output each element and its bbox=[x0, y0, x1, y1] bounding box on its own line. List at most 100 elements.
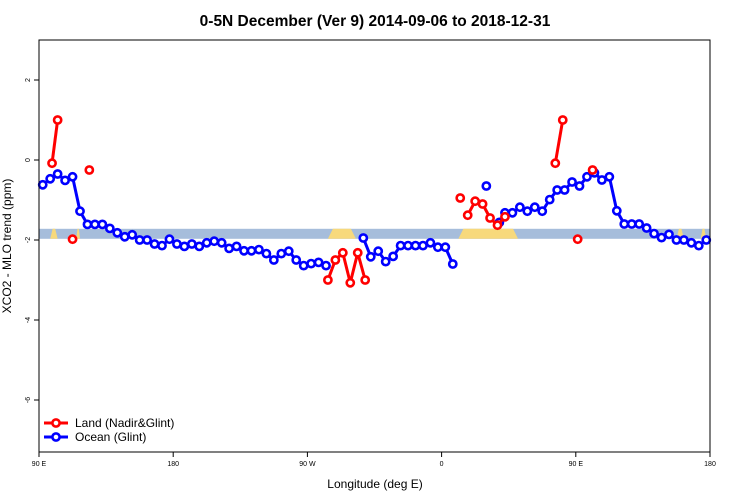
y-tick-label: -4 bbox=[25, 317, 32, 323]
data-point bbox=[142, 235, 153, 245]
y-tick-label: -6 bbox=[25, 397, 32, 403]
data-point bbox=[544, 194, 555, 205]
data-point bbox=[574, 181, 585, 191]
data-point bbox=[47, 158, 57, 169]
x-tick-label: 180 bbox=[704, 461, 716, 468]
land-band-segment bbox=[327, 228, 356, 239]
y-tick-label: 0 bbox=[25, 158, 32, 162]
data-point bbox=[298, 260, 309, 271]
data-point bbox=[358, 233, 369, 243]
data-point bbox=[604, 171, 615, 182]
data-point bbox=[537, 206, 548, 217]
x-tick-label: 90 E bbox=[569, 461, 584, 468]
data-point bbox=[127, 229, 138, 240]
data-point bbox=[550, 158, 561, 169]
data-point bbox=[246, 245, 257, 256]
data-point bbox=[291, 255, 302, 265]
data-point bbox=[641, 223, 652, 233]
data-point bbox=[45, 173, 56, 184]
x-tick-label: 0 bbox=[440, 461, 444, 468]
data-point bbox=[693, 240, 704, 251]
data-point bbox=[345, 277, 356, 288]
chart-title: 0-5N December (Ver 9) 2014-09-06 to 2018… bbox=[200, 13, 551, 30]
data-point bbox=[425, 237, 436, 248]
data-point bbox=[440, 242, 451, 253]
data-point bbox=[557, 115, 568, 125]
data-point bbox=[500, 211, 510, 222]
x-tick-label: 180 bbox=[167, 461, 179, 468]
data-point bbox=[97, 219, 108, 230]
land-band-segment bbox=[458, 228, 519, 239]
series-line bbox=[553, 119, 565, 164]
data-point bbox=[462, 210, 473, 221]
data-point bbox=[37, 179, 48, 190]
data-point bbox=[276, 248, 287, 259]
data-point bbox=[52, 169, 63, 179]
data-point bbox=[216, 237, 227, 248]
data-point bbox=[701, 235, 712, 245]
axes-layer: 90 E 180 90 W 0 90 E 180 2 0 -2 -4 -6 bbox=[25, 78, 716, 468]
data-point bbox=[619, 219, 630, 229]
data-point bbox=[656, 232, 667, 243]
data-point bbox=[477, 199, 488, 209]
x-axis-label: Longitude (deg E) bbox=[327, 477, 422, 491]
legend-label: Land (Nadir&Glint) bbox=[75, 416, 174, 430]
data-point bbox=[67, 171, 78, 182]
legend-marker bbox=[51, 432, 61, 442]
x-tick-label: 90 E bbox=[32, 461, 47, 468]
data-point bbox=[671, 235, 682, 245]
data-point bbox=[172, 239, 182, 249]
y-tick-label: 2 bbox=[25, 78, 32, 82]
ocean-band bbox=[39, 228, 710, 239]
data-point bbox=[254, 244, 264, 255]
data-point bbox=[365, 251, 376, 262]
data-point bbox=[567, 177, 577, 187]
data-point bbox=[90, 219, 100, 230]
data-point bbox=[403, 240, 413, 251]
data-point bbox=[119, 231, 130, 242]
data-point bbox=[559, 185, 570, 195]
land-band-segment bbox=[76, 228, 81, 239]
data-point bbox=[380, 256, 391, 267]
data-point bbox=[686, 237, 697, 248]
data-point bbox=[209, 236, 220, 247]
data-point bbox=[447, 259, 458, 269]
data-point bbox=[611, 205, 622, 216]
data-point bbox=[52, 115, 63, 125]
data-point bbox=[323, 275, 333, 285]
legend-label: Ocean (Glint) bbox=[75, 430, 146, 444]
data-point bbox=[395, 240, 406, 251]
y-axis-label: XCO2 - MLO trend (ppm) bbox=[0, 179, 14, 314]
data-point bbox=[239, 245, 249, 256]
land-band-segment bbox=[50, 228, 58, 239]
data-point bbox=[313, 257, 324, 268]
x-tick-label: 90 W bbox=[299, 461, 316, 468]
data-point bbox=[149, 239, 160, 249]
data-point bbox=[261, 248, 272, 259]
data-point bbox=[552, 185, 563, 195]
data-point bbox=[201, 237, 212, 248]
data-point bbox=[82, 219, 93, 230]
data-point bbox=[67, 234, 78, 245]
data-point bbox=[283, 246, 294, 257]
data-point bbox=[104, 223, 115, 234]
data-point bbox=[194, 241, 205, 252]
data-point bbox=[268, 255, 279, 265]
data-point bbox=[522, 206, 533, 217]
data-point bbox=[352, 247, 363, 258]
data-point bbox=[514, 202, 525, 213]
data-point bbox=[587, 165, 598, 175]
plot-frame bbox=[38, 39, 711, 453]
y-tick-label: -2 bbox=[25, 237, 32, 243]
data-point bbox=[84, 165, 95, 175]
data-point bbox=[572, 234, 583, 245]
series-ocean bbox=[37, 167, 712, 271]
data-point bbox=[418, 240, 428, 251]
data-point bbox=[112, 227, 123, 238]
data-point bbox=[134, 235, 145, 245]
data-point bbox=[507, 207, 518, 218]
data-point bbox=[337, 247, 348, 258]
data-point bbox=[231, 241, 242, 252]
series-line bbox=[50, 119, 60, 164]
